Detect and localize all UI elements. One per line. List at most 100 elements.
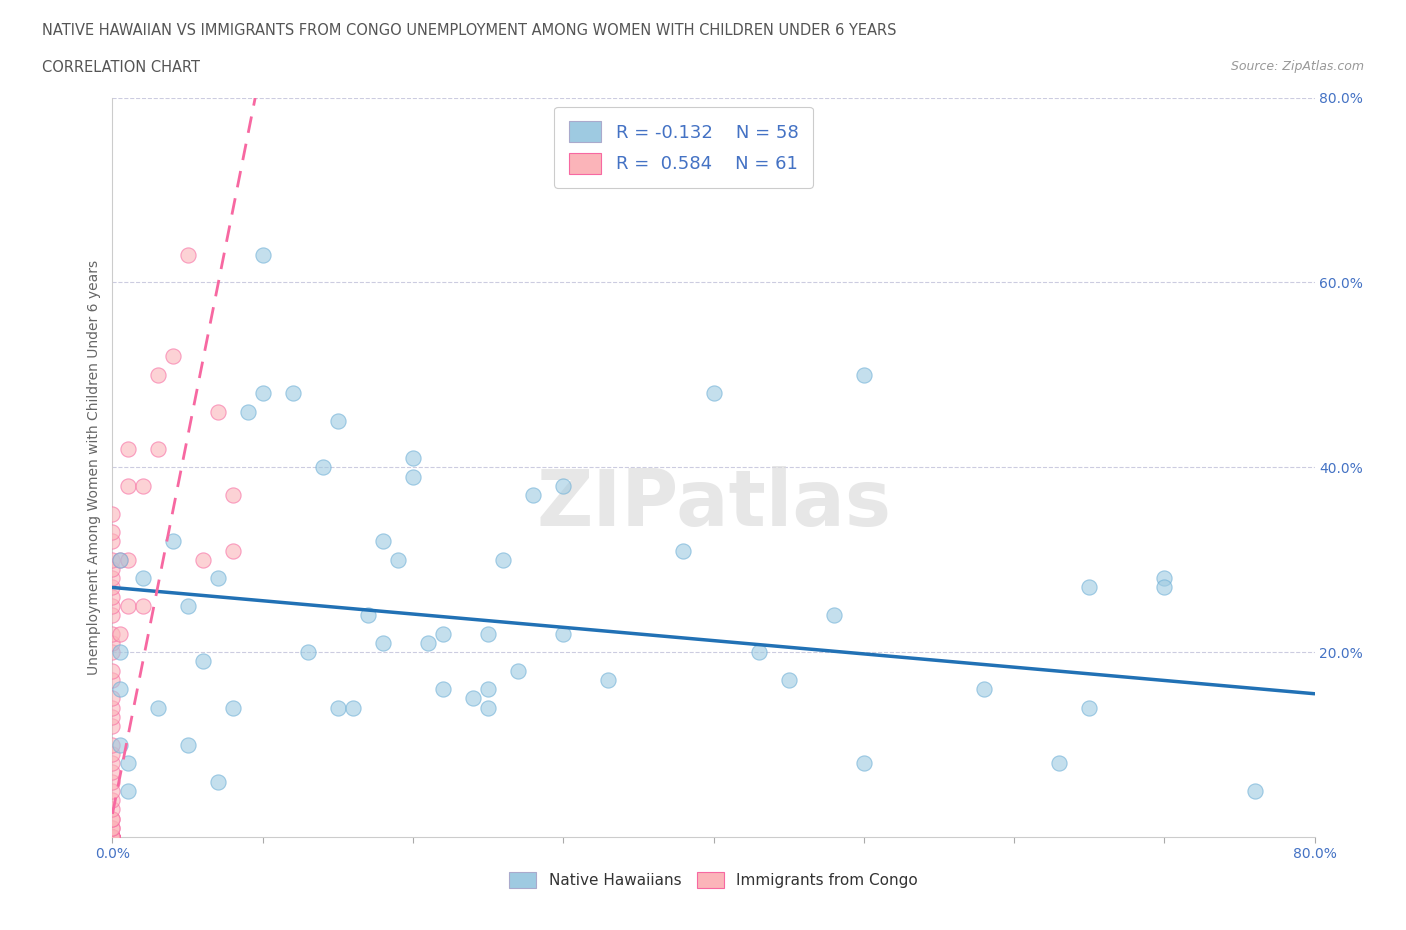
Point <box>101 774 124 789</box>
Point <box>101 691 124 706</box>
Point <box>101 830 124 844</box>
Point <box>101 820 124 835</box>
Point <box>101 626 124 641</box>
Point <box>101 710 124 724</box>
Point <box>131 571 153 586</box>
Point <box>461 691 484 706</box>
Point <box>101 830 124 844</box>
Point <box>101 525 124 539</box>
Text: NATIVE HAWAIIAN VS IMMIGRANTS FROM CONGO UNEMPLOYMENT AMONG WOMEN WITH CHILDREN : NATIVE HAWAIIAN VS IMMIGRANTS FROM CONGO… <box>42 23 897 38</box>
Point <box>222 487 245 502</box>
Point <box>432 682 454 697</box>
Point <box>553 626 575 641</box>
Point <box>748 644 770 659</box>
Point <box>1153 580 1175 595</box>
Point <box>101 830 124 844</box>
Point <box>108 644 131 659</box>
Point <box>117 552 139 567</box>
Point <box>101 608 124 623</box>
Point <box>508 663 530 678</box>
Point <box>108 626 131 641</box>
Point <box>101 764 124 779</box>
Point <box>146 367 169 382</box>
Point <box>236 405 259 419</box>
Point <box>312 459 335 474</box>
Point <box>101 534 124 549</box>
Point <box>598 672 620 687</box>
Point <box>672 543 695 558</box>
Point <box>162 349 184 364</box>
Point <box>101 830 124 844</box>
Point <box>101 635 124 650</box>
Point <box>778 672 800 687</box>
Point <box>101 820 124 835</box>
Point <box>108 552 131 567</box>
Point <box>101 830 124 844</box>
Point <box>852 367 875 382</box>
Point <box>176 247 198 262</box>
Point <box>191 552 214 567</box>
Text: CORRELATION CHART: CORRELATION CHART <box>42 60 200 75</box>
Point <box>402 469 425 484</box>
Point <box>176 599 198 614</box>
Point <box>101 811 124 826</box>
Point <box>101 562 124 577</box>
Point <box>492 552 515 567</box>
Point <box>131 599 153 614</box>
Point <box>297 644 319 659</box>
Point <box>342 700 364 715</box>
Point <box>101 644 124 659</box>
Point <box>1047 755 1070 770</box>
Point <box>101 663 124 678</box>
Point <box>101 719 124 734</box>
Point <box>101 830 124 844</box>
Point <box>117 478 139 493</box>
Point <box>101 792 124 807</box>
Point <box>477 700 499 715</box>
Point <box>222 700 245 715</box>
Point <box>252 247 274 262</box>
Point <box>101 580 124 595</box>
Point <box>101 830 124 844</box>
Point <box>117 442 139 457</box>
Point <box>117 783 139 798</box>
Text: Source: ZipAtlas.com: Source: ZipAtlas.com <box>1230 60 1364 73</box>
Point <box>207 774 229 789</box>
Point <box>281 386 304 401</box>
Point <box>402 451 425 466</box>
Point <box>101 830 124 844</box>
Point <box>207 405 229 419</box>
Point <box>101 571 124 586</box>
Point <box>108 552 131 567</box>
Point <box>101 830 124 844</box>
Point <box>117 755 139 770</box>
Point <box>852 755 875 770</box>
Point <box>207 571 229 586</box>
Point <box>101 783 124 798</box>
Point <box>1153 571 1175 586</box>
Point <box>1078 580 1101 595</box>
Point <box>101 552 124 567</box>
Point <box>973 682 995 697</box>
Point <box>101 830 124 844</box>
Point <box>146 700 169 715</box>
Point <box>101 506 124 521</box>
Legend: Native Hawaiians, Immigrants from Congo: Native Hawaiians, Immigrants from Congo <box>502 865 925 896</box>
Y-axis label: Unemployment Among Women with Children Under 6 years: Unemployment Among Women with Children U… <box>87 259 101 675</box>
Point <box>371 635 394 650</box>
Point <box>131 478 153 493</box>
Point <box>252 386 274 401</box>
Point <box>176 737 198 752</box>
Point <box>146 442 169 457</box>
Point <box>101 830 124 844</box>
Point <box>191 654 214 669</box>
Point <box>108 682 131 697</box>
Point <box>371 534 394 549</box>
Point <box>101 830 124 844</box>
Point <box>101 830 124 844</box>
Point <box>477 682 499 697</box>
Point <box>522 487 544 502</box>
Point <box>101 802 124 817</box>
Point <box>101 811 124 826</box>
Point <box>222 543 245 558</box>
